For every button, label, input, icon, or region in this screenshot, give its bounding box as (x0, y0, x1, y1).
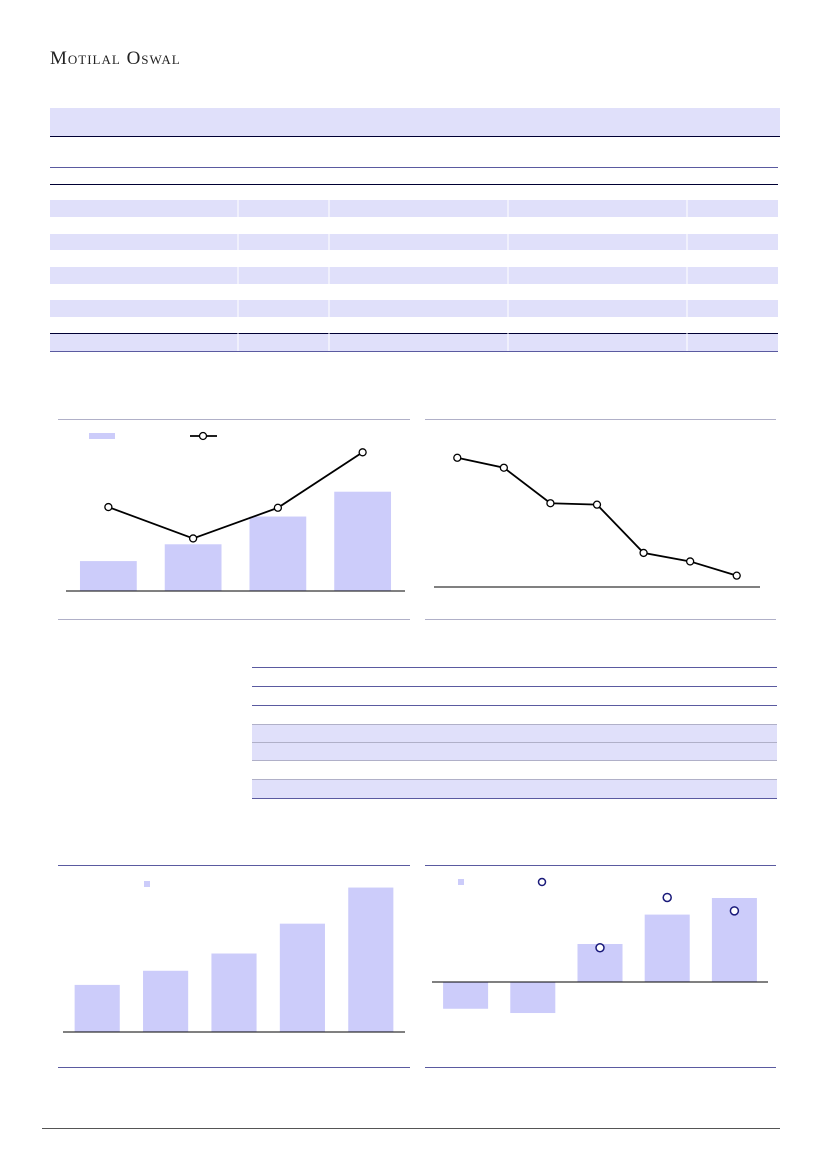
legend-marker (198, 431, 208, 441)
bar (79, 561, 137, 591)
bar (443, 982, 489, 1009)
bar (644, 914, 690, 982)
line-marker (732, 571, 741, 580)
table (50, 108, 780, 352)
chart-frames (58, 419, 776, 1068)
line-marker (592, 500, 602, 509)
legend-swatch (89, 433, 115, 439)
bar (279, 923, 325, 1032)
bar (74, 984, 120, 1032)
line-marker (273, 503, 283, 512)
line-marker (188, 534, 198, 543)
dot (662, 892, 672, 903)
line-marker (639, 548, 648, 558)
bar (334, 491, 392, 591)
line (108, 451, 364, 540)
dot (729, 906, 740, 916)
legend-swatch (458, 879, 464, 885)
bar (249, 516, 307, 591)
bar (211, 953, 257, 1032)
bar (143, 970, 189, 1032)
line-marker (546, 499, 555, 508)
brand: Motilal Oswal (50, 48, 181, 69)
legend-marker (537, 877, 547, 887)
table (252, 667, 777, 799)
dot (595, 943, 605, 953)
line-marker (453, 453, 462, 462)
line-marker (499, 463, 509, 472)
line-marker (685, 557, 695, 566)
legend-swatch (144, 881, 150, 887)
line (457, 456, 737, 577)
line-marker (358, 448, 367, 457)
bar (164, 544, 222, 591)
bar (510, 982, 556, 1014)
bar (348, 887, 394, 1032)
line-marker (104, 502, 113, 512)
